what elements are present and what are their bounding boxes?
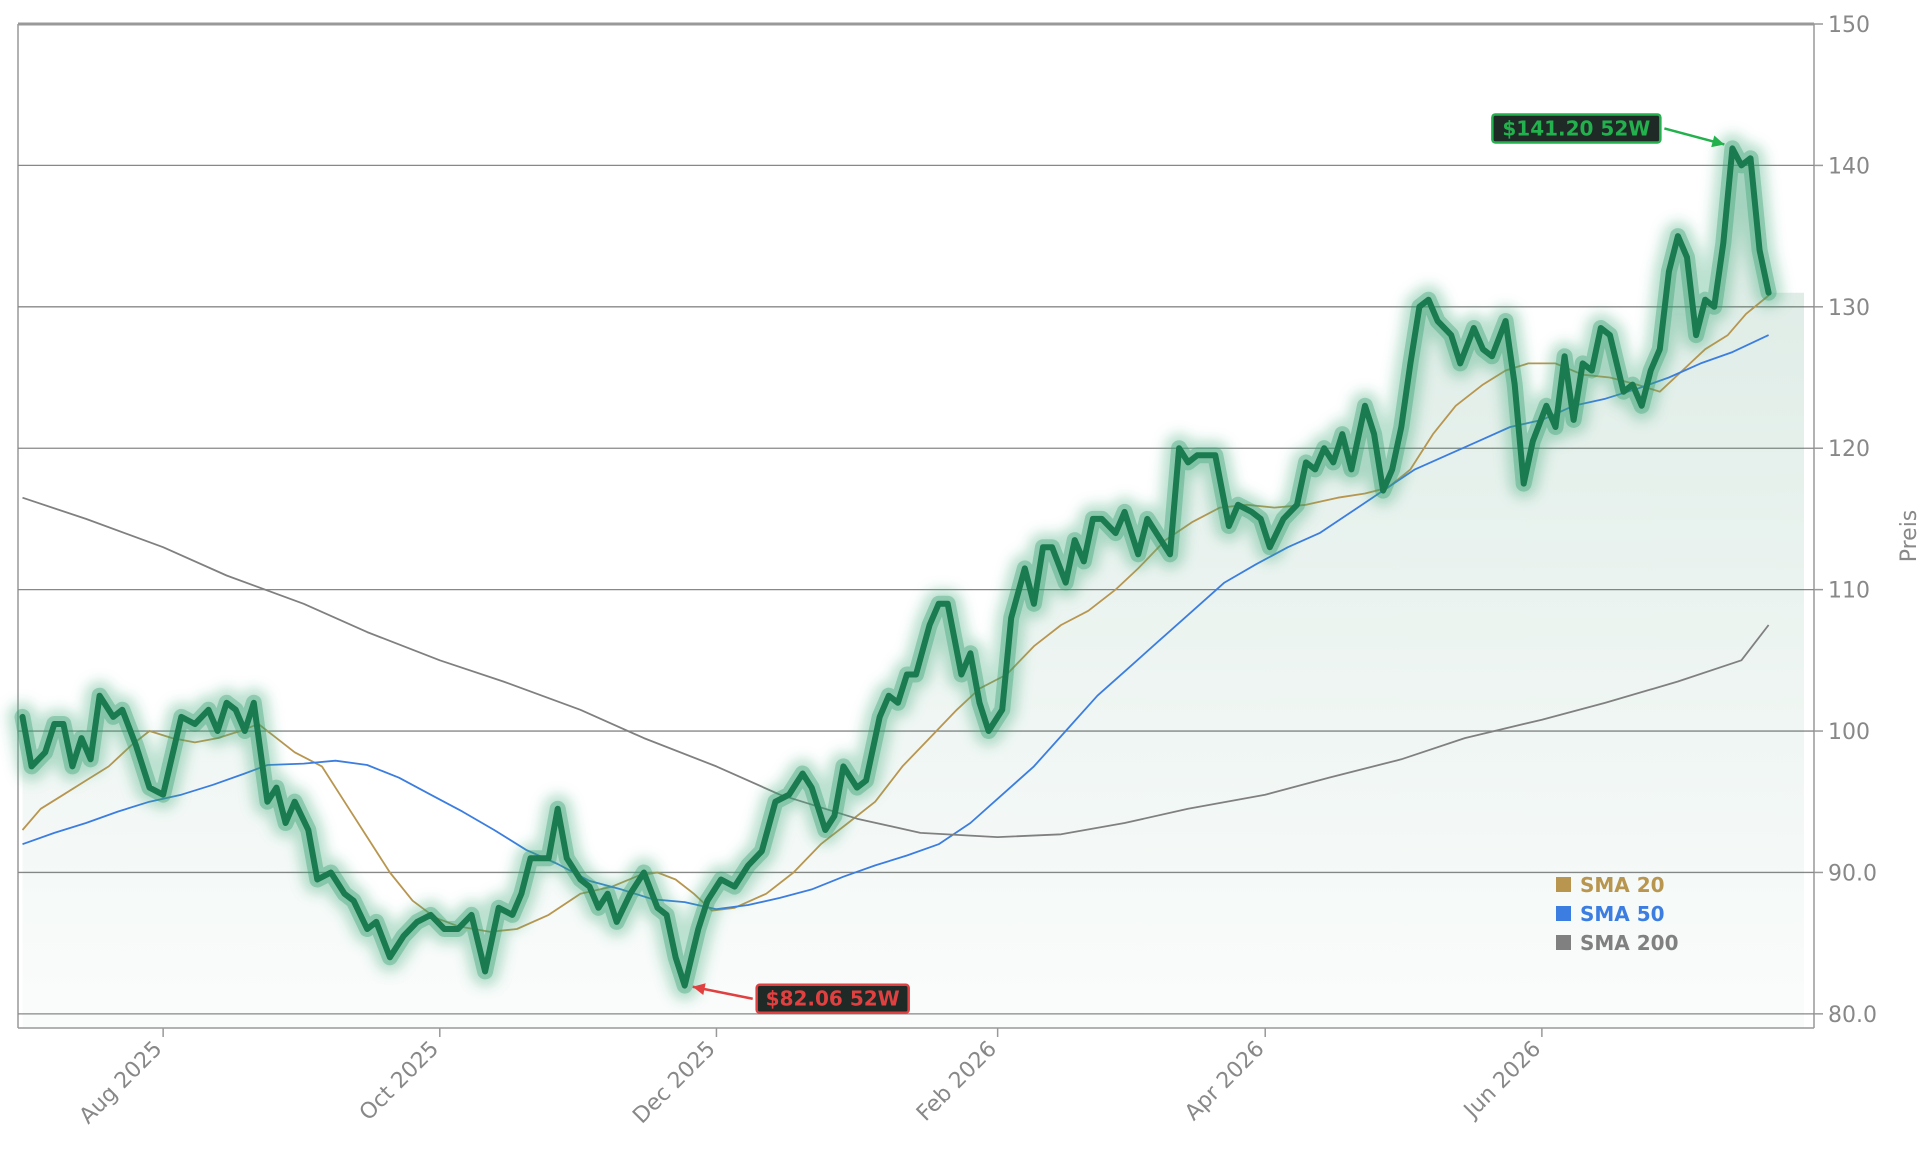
x-tick-label: Dec 2025 <box>628 1037 720 1129</box>
legend-item: SMA 20 <box>1556 873 1665 897</box>
legend-swatch <box>1556 877 1571 892</box>
annotations: $141.20 52W $82.06 52W <box>692 113 1725 1014</box>
legend-swatch <box>1556 935 1571 950</box>
legend-swatch <box>1556 906 1571 921</box>
legend-item: SMA 200 <box>1556 931 1679 955</box>
legend-label: SMA 50 <box>1580 902 1665 926</box>
y-axis-title: Preis <box>1897 510 1922 563</box>
y-tick-label: 140 <box>1828 154 1870 179</box>
callout-label: $82.06 52W <box>766 987 900 1011</box>
sma50-line <box>22 334 1769 911</box>
y-tick-label: 110 <box>1828 579 1870 604</box>
callout-arrowhead <box>1711 135 1725 148</box>
y-tick-label: 120 <box>1828 437 1870 462</box>
x-tick-label: Apr 2026 <box>1180 1037 1269 1126</box>
y-tick-label: 100 <box>1828 720 1870 745</box>
sma200-line <box>22 496 1770 838</box>
callout-box <box>755 983 910 1014</box>
callout-label: $141.20 52W <box>1502 116 1650 140</box>
price-line <box>19 145 1772 989</box>
sma20-line <box>21 294 1770 933</box>
legend-label: SMA 200 <box>1580 931 1679 955</box>
x-tick-label: Jun 2026 <box>1458 1037 1546 1125</box>
x-tick-label: Oct 2025 <box>355 1037 444 1126</box>
legend: SMA 20 SMA 50 SMA 200 <box>1556 873 1679 955</box>
y-tick-label: 130 <box>1828 296 1870 321</box>
y-tick-label: 150 <box>1828 13 1870 38</box>
price-line-group <box>7 133 1784 1001</box>
y-tick-label: 90.0 <box>1828 861 1877 886</box>
price-area-fill <box>22 148 1804 1028</box>
legend-item: SMA 50 <box>1556 902 1665 926</box>
price-area <box>22 148 1804 1028</box>
x-tick-label: Aug 2025 <box>75 1037 168 1130</box>
low-callout: $82.06 52W <box>692 983 910 1014</box>
callout-arrowhead <box>692 983 706 995</box>
x-tick-label: Feb 2026 <box>912 1037 1002 1127</box>
sma-lines <box>21 294 1770 933</box>
high-callout: $141.20 52W <box>1491 113 1725 148</box>
y-tick-label: 80.0 <box>1828 1003 1877 1028</box>
legend-label: SMA 20 <box>1580 873 1665 897</box>
callout-box <box>1491 113 1662 144</box>
